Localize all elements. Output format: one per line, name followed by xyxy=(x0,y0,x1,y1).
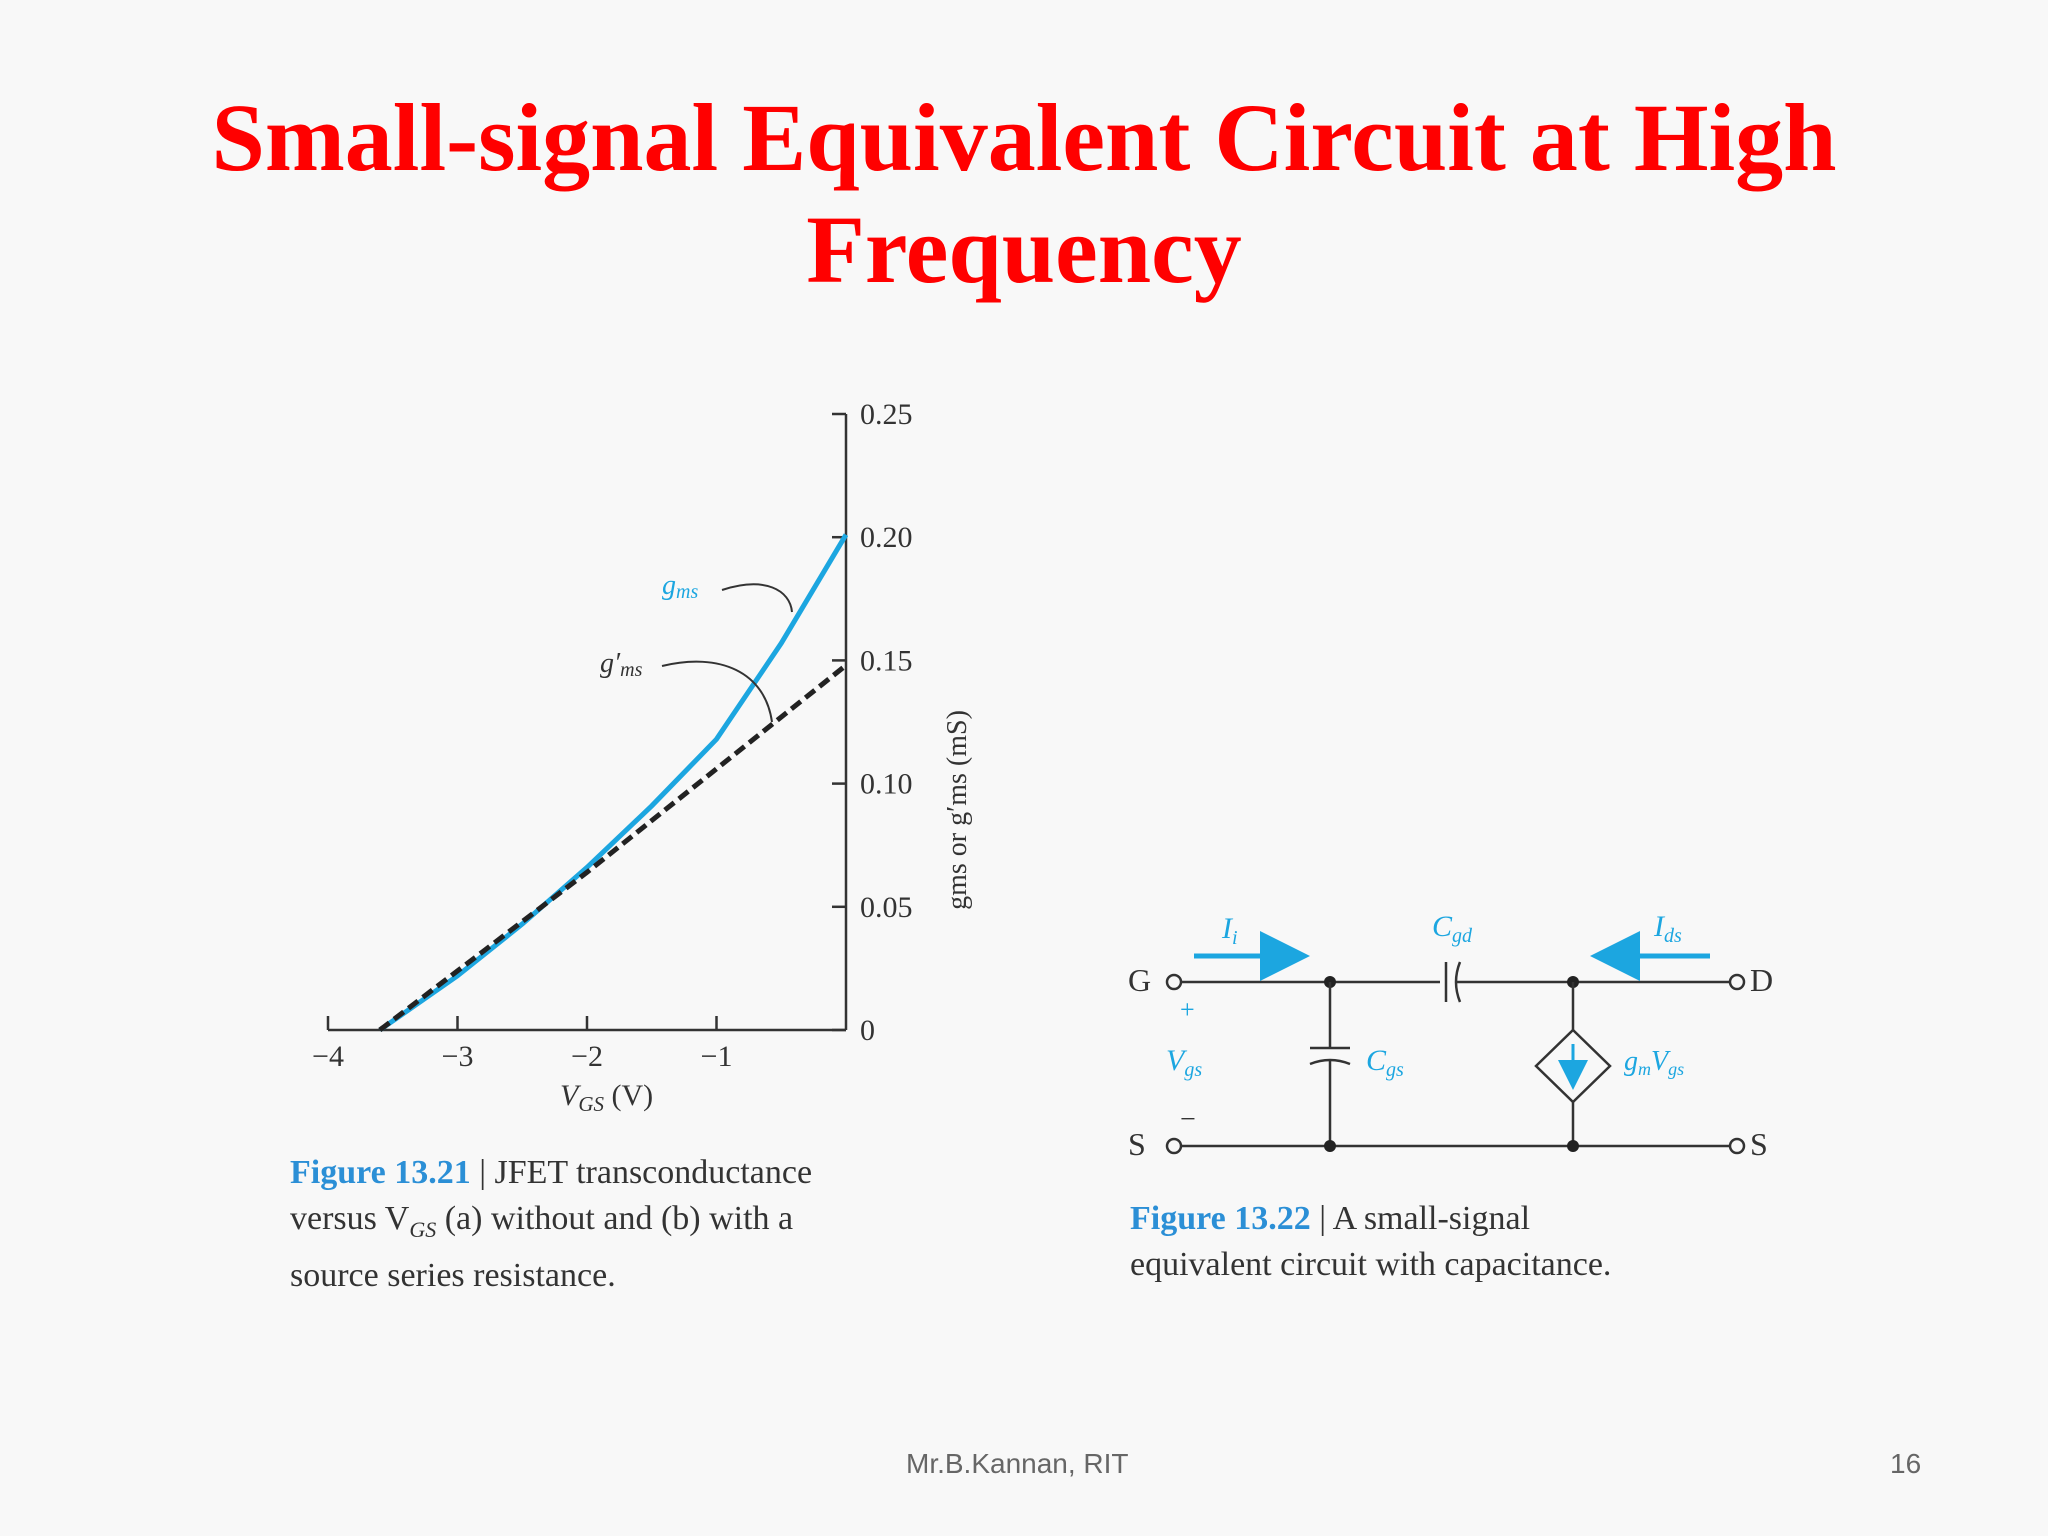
caption-13-22-sep: | xyxy=(1310,1200,1333,1237)
y-tick-label: 0.25 xyxy=(860,398,913,431)
label-ii: Ii xyxy=(1221,912,1238,949)
x-tick-label: −2 xyxy=(571,1040,603,1073)
caption-13-22-line-2: equivalent circuit with capacitance. xyxy=(1130,1246,1612,1283)
y-tick-label: 0.20 xyxy=(860,521,913,554)
y-tick-label: 0.15 xyxy=(860,644,913,677)
terminal-g-label: G xyxy=(1128,962,1151,998)
figure-13-21-caption: Figure 13.21 | JFET transconductance ver… xyxy=(290,1150,950,1299)
label-plus: + xyxy=(1180,995,1195,1024)
caption-13-21-line-2: versus VGS (a) without and (b) with a xyxy=(290,1196,950,1253)
terminal-s-right xyxy=(1728,1137,1746,1155)
x-axis-label: VGS (V) xyxy=(560,1079,653,1116)
small-signal-circuit: G D S S Ii Cgd Ids + xyxy=(1128,910,1773,1162)
label-vgs: Vgs xyxy=(1166,1044,1202,1081)
node-source-left xyxy=(1324,1140,1336,1152)
leader-gms xyxy=(721,583,793,613)
terminal-d xyxy=(1728,973,1746,991)
y-tick-label: 0 xyxy=(860,1014,875,1047)
caption-13-22-text-1: A small-signal xyxy=(1332,1200,1531,1237)
footer-author: Mr.B.Kannan, RIT xyxy=(906,1448,1129,1479)
series-line-gpms xyxy=(378,663,848,1032)
label-gms: gms xyxy=(662,570,698,603)
y-axis-label: gms or g′ms (mS) xyxy=(942,710,973,910)
page-number: 16 xyxy=(1890,1448,1922,1479)
caption-13-21-line-1: Figure 13.21 | JFET transconductance xyxy=(290,1150,950,1196)
slide-title: Small-signal Equivalent Circuit at High … xyxy=(0,82,2048,306)
terminal-s-right-label: S xyxy=(1750,1126,1768,1162)
label-gpms: g′ms xyxy=(600,648,643,681)
x-tick-label: −4 xyxy=(312,1040,344,1073)
caption-13-22-line-1: Figure 13.22 | A small-signal xyxy=(1130,1196,1730,1242)
title-line-2: Frequency xyxy=(806,196,1242,303)
x-tick-label: −1 xyxy=(701,1040,733,1073)
series-line-gms xyxy=(378,533,849,1033)
x-tick-label: −3 xyxy=(442,1040,474,1073)
y-tick-label: 0.05 xyxy=(860,891,913,924)
label-cgs: Cgs xyxy=(1366,1044,1404,1081)
terminal-g xyxy=(1165,973,1183,991)
node-source-right xyxy=(1567,1140,1579,1152)
label-minus: − xyxy=(1180,1104,1196,1135)
caption-13-21-text-2b: (a) without and (b) with a xyxy=(436,1200,794,1237)
caption-13-21-text-2: versus V xyxy=(290,1200,410,1237)
caption-13-21-number: Figure 13.21 xyxy=(290,1154,471,1191)
caption-13-21-text-1: JFET transconductance xyxy=(494,1154,813,1191)
y-tick-label: 0.10 xyxy=(860,768,913,801)
title-line-1: Small-signal Equivalent Circuit at High xyxy=(211,84,1837,191)
leader-gpms xyxy=(661,660,773,723)
caption-13-21-line-3: source series resistance. xyxy=(290,1256,616,1294)
caption-13-22-number: Figure 13.22 xyxy=(1130,1200,1311,1237)
transconductance-chart: −4 −3 −2 −1 0 0.05 0.10 0.15 0.20 0.25 gms g′ms V… xyxy=(312,398,973,1116)
caption-13-21-sub: GS xyxy=(409,1216,437,1242)
terminal-d-label: D xyxy=(1750,962,1773,998)
chart-plot-area: −4 −3 −2 −1 0 0.05 0.10 0.15 0.20 0.25 xyxy=(312,398,912,1073)
terminal-s-left-label: S xyxy=(1128,1126,1146,1162)
caption-13-21-sep: | xyxy=(470,1154,495,1191)
label-cgd: Cgd xyxy=(1432,910,1473,947)
terminal-s-left xyxy=(1165,1137,1183,1155)
label-gmvgs: gmVgs xyxy=(1624,1046,1684,1079)
figure-13-22-caption: Figure 13.22 | A small-signal equivalent… xyxy=(1130,1196,1730,1288)
label-ids: Ids xyxy=(1653,910,1682,947)
